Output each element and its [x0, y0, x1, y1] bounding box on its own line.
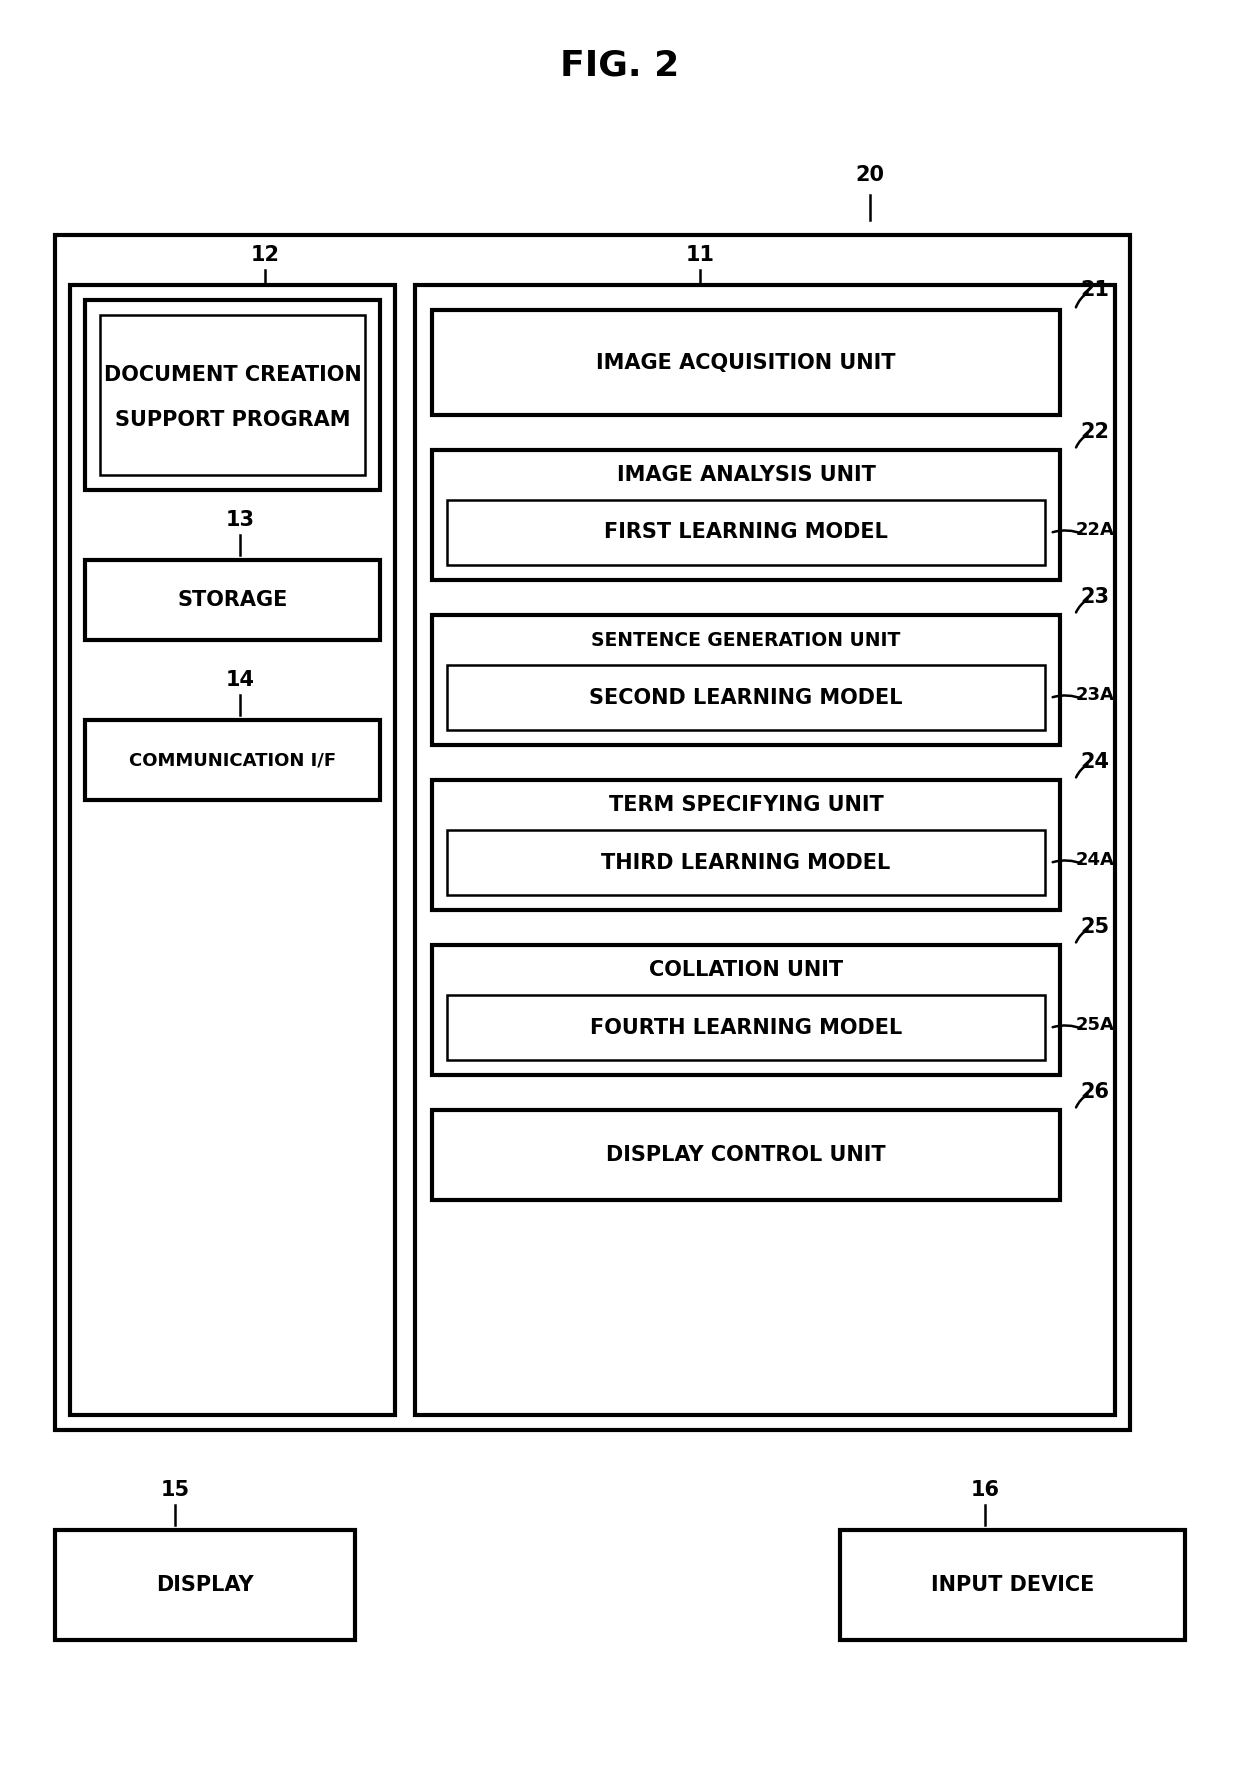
Text: 23: 23	[1080, 588, 1110, 607]
Bar	[415, 285, 1115, 1414]
Text: 14: 14	[226, 671, 254, 690]
Bar	[100, 315, 365, 474]
Bar	[69, 285, 396, 1414]
Text: SUPPORT PROGRAM: SUPPORT PROGRAM	[115, 411, 350, 430]
Text: INPUT DEVICE: INPUT DEVICE	[931, 1575, 1094, 1595]
Bar	[432, 310, 1060, 414]
Text: COMMUNICATION I/F: COMMUNICATION I/F	[129, 750, 336, 768]
Text: DOCUMENT CREATION: DOCUMENT CREATION	[104, 365, 361, 386]
Bar	[446, 830, 1045, 896]
Bar	[446, 499, 1045, 565]
Bar	[86, 299, 379, 490]
Bar	[432, 1110, 1060, 1200]
Text: IMAGE ANALYSIS UNIT: IMAGE ANALYSIS UNIT	[616, 466, 875, 485]
Bar	[55, 235, 1130, 1430]
Text: DISPLAY: DISPLAY	[156, 1575, 254, 1595]
Bar	[432, 781, 1060, 910]
Bar	[432, 945, 1060, 1074]
Bar	[446, 666, 1045, 729]
Text: 26: 26	[1080, 1081, 1110, 1103]
Text: 25A: 25A	[1075, 1016, 1115, 1034]
Text: FIRST LEARNING MODEL: FIRST LEARNING MODEL	[604, 522, 888, 542]
Text: FIG. 2: FIG. 2	[560, 48, 680, 81]
Text: 16: 16	[971, 1480, 999, 1499]
Text: FOURTH LEARNING MODEL: FOURTH LEARNING MODEL	[590, 1018, 903, 1037]
Text: 24A: 24A	[1075, 851, 1115, 869]
Text: COLLATION UNIT: COLLATION UNIT	[649, 959, 843, 981]
Text: 15: 15	[160, 1480, 190, 1499]
Bar	[86, 720, 379, 800]
Text: DISPLAY CONTROL UNIT: DISPLAY CONTROL UNIT	[606, 1145, 885, 1165]
Text: SECOND LEARNING MODEL: SECOND LEARNING MODEL	[589, 687, 903, 708]
Bar	[432, 614, 1060, 745]
Text: 21: 21	[1080, 280, 1110, 299]
Text: IMAGE ACQUISITION UNIT: IMAGE ACQUISITION UNIT	[596, 352, 895, 372]
Text: 25: 25	[1080, 917, 1110, 936]
Text: STORAGE: STORAGE	[177, 589, 288, 611]
Text: 13: 13	[226, 510, 254, 529]
Bar	[446, 995, 1045, 1060]
Text: TERM SPECIFYING UNIT: TERM SPECIFYING UNIT	[609, 795, 883, 814]
Text: SENTENCE GENERATION UNIT: SENTENCE GENERATION UNIT	[591, 630, 900, 650]
Text: 24: 24	[1080, 752, 1110, 772]
Bar	[432, 450, 1060, 581]
Bar	[86, 559, 379, 641]
Bar	[839, 1529, 1185, 1641]
Text: 22: 22	[1080, 421, 1110, 442]
Bar	[55, 1529, 355, 1641]
Text: THIRD LEARNING MODEL: THIRD LEARNING MODEL	[601, 853, 890, 873]
Text: 20: 20	[856, 165, 884, 186]
Text: 11: 11	[686, 244, 714, 266]
Text: 12: 12	[250, 244, 279, 266]
Text: 22A: 22A	[1075, 520, 1115, 540]
Text: 23A: 23A	[1075, 687, 1115, 704]
